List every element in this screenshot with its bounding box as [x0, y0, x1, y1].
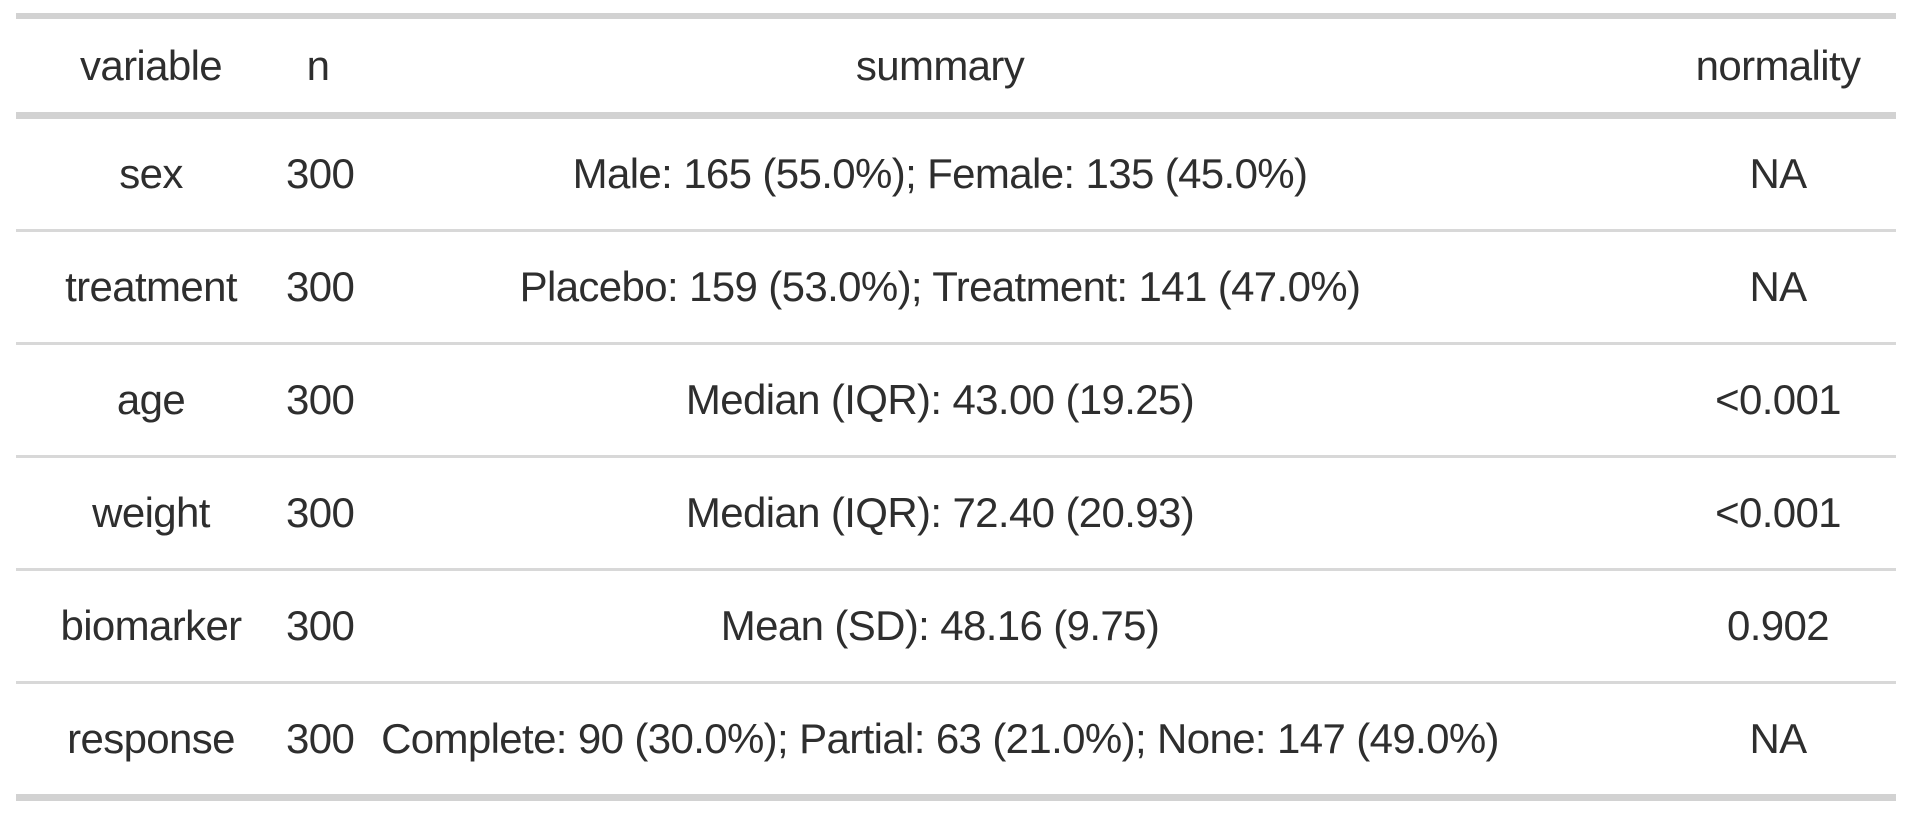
table-header: variable n summary normality [16, 16, 1896, 119]
cell-variable: biomarker [16, 568, 286, 683]
cell-normality: NA [1749, 150, 1807, 197]
summary-table: variable n summary normality sex 300 Mal… [16, 13, 1896, 801]
cell-n: 300 [286, 681, 355, 798]
column-header-n: n [286, 16, 350, 119]
column-header-summary: summary [350, 16, 1530, 119]
cell-summary: Mean (SD): 48.16 (9.75) [350, 568, 1530, 683]
cell-normality: <0.001 [1530, 455, 1896, 570]
table-row-biomarker: biomarker 300 Mean (SD): 48.16 (9.75) 0.… [16, 568, 1896, 683]
table-row-response: response 300 Complete: 90 (30.0%); Parti… [16, 681, 1896, 798]
cell-n: 300 [286, 568, 355, 683]
cell-variable: sex [119, 150, 183, 197]
cell-normality: NA [1530, 681, 1896, 798]
cell-summary: Median (IQR): 72.40 (20.93) [350, 455, 1530, 570]
cell-variable: response [16, 681, 286, 798]
cell-normality: <0.001 [1530, 342, 1896, 457]
cell-normality: NA [1530, 229, 1896, 344]
cell-variable: treatment [16, 229, 286, 344]
cell-summary: Male: 165 (55.0%); Female: 135 (45.0%) [572, 150, 1308, 197]
cell-n: 300 [286, 229, 355, 344]
header-row: variable n summary normality [16, 16, 1896, 119]
cell-summary: Placebo: 159 (53.0%); Treatment: 141 (47… [350, 229, 1530, 344]
column-header-variable: variable [16, 16, 286, 119]
table-row-treatment: treatment 300 Placebo: 159 (53.0%); Trea… [16, 229, 1896, 344]
table-row-weight: weight 300 Median (IQR): 72.40 (20.93) <… [16, 455, 1896, 570]
cell-normality: 0.902 [1530, 568, 1896, 683]
cell-summary: Complete: 90 (30.0%); Partial: 63 (21.0%… [350, 681, 1530, 798]
cell-summary: Median (IQR): 43.00 (19.25) [350, 342, 1530, 457]
cell-n: 300 [286, 455, 355, 570]
cell-n: 300 [286, 342, 355, 457]
table-row-sex: sex 300 Male: 165 (55.0%); Female: 135 (… [16, 116, 1896, 231]
cell-variable: age [16, 342, 286, 457]
table-body: sex 300 Male: 165 (55.0%); Female: 135 (… [16, 116, 1896, 798]
cell-n: 300 [286, 150, 355, 197]
table-row-age: age 300 Median (IQR): 43.00 (19.25) <0.0… [16, 342, 1896, 457]
summary-table-container: variable n summary normality sex 300 Mal… [16, 13, 1896, 801]
cell-variable: weight [16, 455, 286, 570]
column-header-normality: normality [1530, 16, 1896, 119]
